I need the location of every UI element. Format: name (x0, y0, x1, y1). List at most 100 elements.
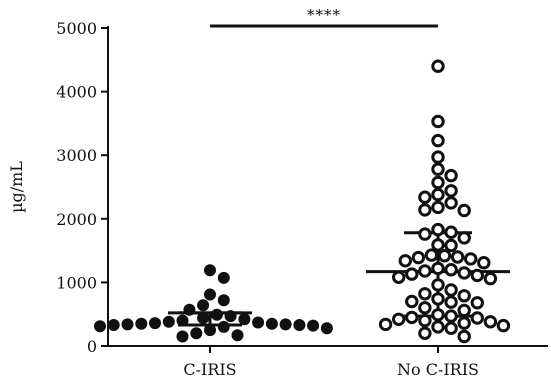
data-point (418, 313, 432, 328)
data-point (224, 310, 237, 323)
data-point (437, 249, 452, 263)
data-point (320, 322, 333, 335)
data-point (418, 190, 432, 204)
data-point (464, 252, 478, 266)
data-point (431, 308, 445, 322)
data-point (418, 326, 432, 340)
data-points (94, 59, 511, 344)
data-point (431, 150, 445, 164)
data-point (418, 227, 432, 241)
data-point (444, 283, 458, 297)
data-point (444, 263, 458, 277)
data-point (378, 317, 393, 332)
data-point (450, 250, 465, 264)
data-point (418, 301, 432, 315)
data-point (405, 267, 419, 281)
data-point (483, 271, 498, 286)
data-point (121, 318, 134, 331)
data-point (217, 271, 230, 284)
data-point (265, 317, 278, 330)
data-point (457, 303, 471, 318)
data-point (444, 295, 458, 309)
data-point (431, 114, 445, 129)
data-point (183, 303, 196, 316)
data-point (293, 319, 306, 331)
data-point (470, 311, 484, 325)
data-point (418, 264, 432, 278)
data-point (392, 270, 406, 284)
y-tick-label: 3000 (56, 146, 97, 165)
data-point (204, 288, 216, 301)
x-categories: C-IRIS No C-IRIS (183, 346, 479, 379)
data-point (405, 294, 419, 309)
data-point (457, 231, 471, 245)
y-tick-label: 5000 (56, 19, 97, 38)
data-point (431, 162, 445, 176)
data-point (176, 314, 189, 327)
data-point (204, 324, 216, 337)
data-point (197, 312, 210, 324)
significance-label: **** (307, 6, 341, 24)
data-point (398, 254, 412, 268)
axes (107, 26, 548, 347)
data-point (252, 316, 265, 329)
data-point (444, 321, 458, 335)
data-point (444, 238, 458, 253)
y-axis-label: µg/mL (7, 161, 26, 213)
data-point (392, 312, 406, 326)
y-tick-label: 4000 (56, 83, 97, 102)
data-point (431, 175, 445, 190)
data-point (107, 319, 120, 331)
data-point (444, 184, 458, 198)
data-point (477, 256, 491, 270)
data-point (470, 296, 484, 310)
data-point (431, 238, 445, 252)
y-tick-label: 2000 (56, 210, 97, 229)
data-point (431, 261, 445, 276)
data-point (190, 327, 203, 340)
data-point (431, 292, 445, 306)
x-category-label: C-IRIS (183, 360, 236, 379)
data-point (217, 320, 230, 333)
data-point (483, 315, 498, 329)
data-point (457, 316, 471, 330)
data-point (238, 313, 251, 326)
data-point (431, 200, 445, 215)
y-tick-label: 1000 (56, 273, 97, 292)
data-point (457, 266, 471, 280)
x-category-label: No C-IRIS (397, 360, 479, 379)
y-tick-label: 0 (87, 337, 97, 356)
data-point (431, 187, 445, 202)
data-point (444, 309, 458, 323)
data-point (162, 315, 175, 328)
data-point (217, 294, 230, 307)
data-point (418, 203, 432, 217)
data-point (149, 317, 161, 330)
data-point (94, 320, 106, 333)
data-point (204, 264, 216, 277)
data-point (444, 168, 458, 183)
data-point (457, 329, 471, 344)
data-point (457, 203, 471, 218)
data-point (210, 308, 223, 321)
data-point (197, 299, 210, 312)
data-point (457, 289, 471, 303)
data-point (431, 278, 445, 292)
data-point (470, 268, 484, 283)
significance-bracket: **** (210, 6, 438, 28)
data-point (431, 222, 445, 237)
data-point (431, 320, 445, 334)
data-point (279, 318, 292, 331)
data-point (496, 318, 511, 333)
data-point (135, 317, 148, 330)
data-point (307, 319, 320, 332)
data-point (424, 248, 439, 262)
data-point (176, 330, 189, 343)
data-point (418, 287, 432, 301)
data-point (411, 250, 426, 265)
data-point (405, 310, 419, 325)
data-point (444, 196, 458, 210)
y-ticks: 0 1000 2000 3000 4000 5000 (56, 19, 108, 356)
data-point (431, 59, 445, 73)
